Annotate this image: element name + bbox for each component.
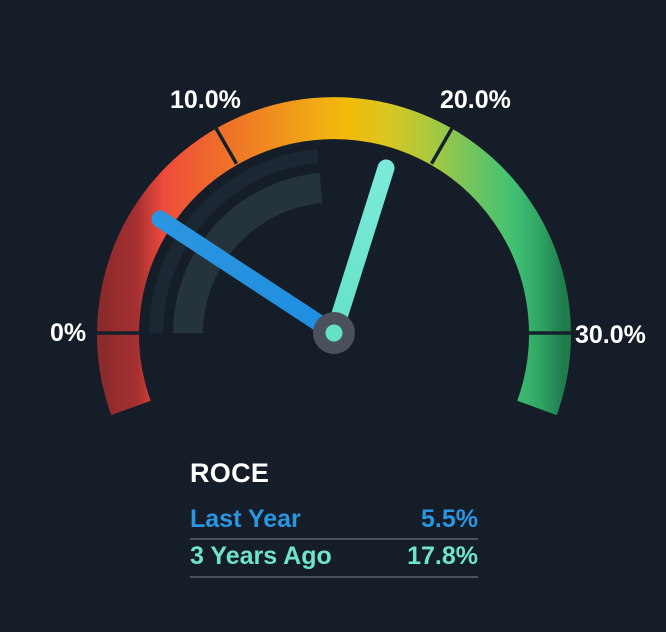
legend-title: ROCE <box>190 458 269 488</box>
inner-arc-inner <box>173 173 323 334</box>
tick-mark-10 <box>213 126 239 165</box>
axis-label-0: 0% <box>50 319 86 347</box>
inner-history-arcs <box>149 149 323 334</box>
axis-label-30: 30.0% <box>575 321 646 349</box>
tick-mark-20 <box>429 126 455 165</box>
gauge-hub-center <box>325 324 343 342</box>
legend: ROCE Last Year 5.5% 3 Years Ago 17.8% <box>190 458 478 578</box>
gauge-band <box>97 97 571 416</box>
axis-label-20: 20.0% <box>440 86 511 114</box>
gauge-needles <box>151 159 395 354</box>
inner-arc-outer <box>149 149 319 334</box>
gauge-axis-labels: 0% 10.0% 20.0% 30.0% <box>50 86 646 349</box>
gauge-band-arc <box>97 97 571 416</box>
axis-label-10: 10.0% <box>170 86 241 114</box>
legend-row-label-last-year: Last Year <box>190 505 301 533</box>
three-years-ago-needle <box>325 159 395 342</box>
last-year-needle <box>151 210 343 342</box>
legend-row-label-three-years-ago: 3 Years Ago <box>190 542 332 570</box>
legend-row-value-last-year: 5.5% <box>421 505 478 533</box>
legend-row-value-three-years-ago: 17.8% <box>407 542 478 570</box>
gauge-tick-marks <box>97 126 571 335</box>
